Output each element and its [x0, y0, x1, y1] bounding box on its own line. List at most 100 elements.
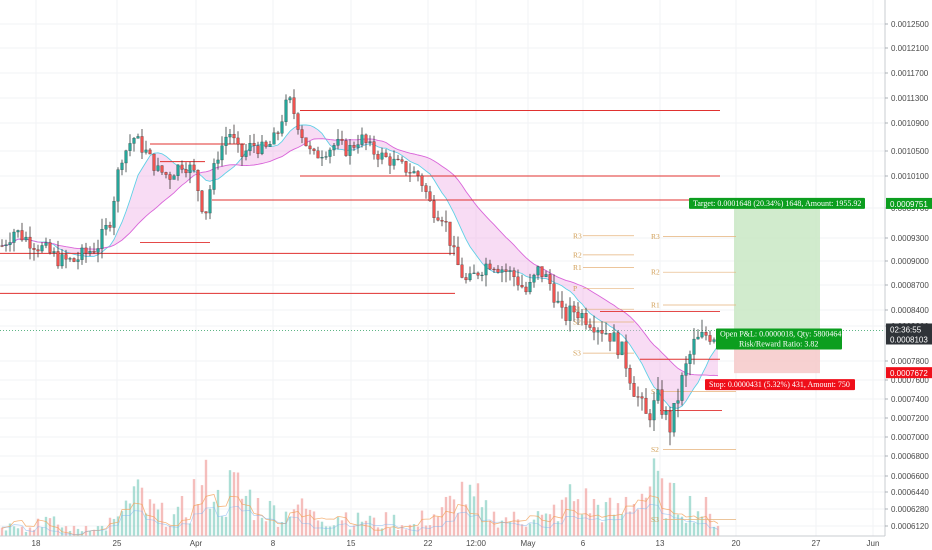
candle-body	[212, 163, 216, 190]
volume-bar	[44, 516, 48, 536]
candle-body	[312, 148, 316, 151]
volume-bar	[400, 525, 404, 536]
volume-bar	[192, 479, 196, 536]
volume-bar	[388, 528, 392, 536]
volume-bar	[276, 526, 280, 536]
volume-bar	[16, 528, 20, 536]
volume-bar	[204, 459, 208, 536]
candle-body	[648, 413, 652, 421]
volume-bar	[420, 510, 424, 536]
pivot-label: S2	[651, 445, 659, 454]
candle-body	[660, 389, 664, 415]
ma-ribbon	[1, 124, 719, 409]
candle-body	[712, 339, 716, 342]
price-tick-label: 0.0007200	[891, 414, 929, 423]
volume-bar	[368, 515, 372, 536]
candle-body	[608, 333, 612, 342]
candle-body	[80, 247, 84, 260]
volume-bar	[448, 495, 452, 536]
volume-bar	[512, 511, 516, 536]
volume-bar	[136, 479, 140, 536]
candle-body	[416, 171, 420, 176]
candle-body	[704, 332, 708, 336]
candle-body	[308, 145, 312, 150]
candle-body	[440, 220, 444, 222]
pivot-label: P	[573, 284, 577, 293]
volume-bar	[356, 512, 360, 536]
candle-body	[184, 169, 188, 174]
candle-body	[620, 341, 624, 356]
date-tick-label: Jun	[867, 539, 880, 548]
price-tick-label: 0.0010500	[891, 147, 929, 156]
volume-bar	[4, 530, 8, 536]
candle-body	[632, 383, 636, 397]
volume-bar	[164, 526, 168, 536]
price-tick-label: 0.0006440	[891, 488, 929, 497]
volume-bar	[84, 525, 88, 536]
date-tick-label: 8	[271, 539, 276, 548]
volume-bar	[444, 496, 448, 536]
candle-body	[676, 400, 680, 404]
price-tick-label: 0.0006800	[891, 452, 929, 461]
volume-bar	[156, 509, 160, 536]
candle-body	[100, 229, 104, 249]
candle-body	[520, 285, 524, 288]
candle-body	[484, 263, 488, 276]
candle-body	[504, 269, 508, 272]
candle-body	[304, 137, 308, 147]
volume-bar	[148, 499, 152, 536]
candle-body	[48, 242, 52, 253]
volume-bar	[304, 508, 308, 536]
current-time-label: 02:36:55	[890, 325, 922, 334]
volume-bar	[572, 501, 576, 536]
volume-bar	[532, 519, 536, 536]
position-annotations: Target: 0.0001648 (20.34%) 1648, Amount:…	[689, 197, 865, 391]
candle-body	[528, 282, 532, 293]
volume-bar	[516, 519, 520, 536]
candle-body	[140, 136, 144, 153]
volume-bar	[12, 526, 16, 536]
candle-body	[320, 157, 324, 159]
candle-body	[584, 313, 588, 325]
volume-bar	[636, 509, 640, 536]
volume-bar	[160, 502, 164, 536]
candle-body	[12, 231, 16, 243]
candle-body	[296, 113, 300, 130]
candle-body	[4, 244, 8, 246]
volume-bar	[196, 504, 200, 536]
candle-body	[112, 201, 116, 228]
candle-body	[200, 190, 204, 212]
candle-body	[596, 330, 600, 333]
risk-reward-label: Risk/Reward Ratio: 3.82	[739, 339, 818, 348]
candle-body	[120, 162, 124, 170]
volume-bar	[592, 498, 596, 536]
price-tick-label: 0.0006600	[891, 472, 929, 481]
volume-bar	[664, 518, 668, 536]
candle-body	[540, 266, 544, 277]
pivot-label: S1	[651, 387, 659, 396]
volume-bar	[380, 528, 384, 536]
candle-body	[252, 143, 256, 146]
candle-body	[372, 141, 376, 155]
stop-box	[705, 379, 855, 391]
price-tick-label: 0.0007400	[891, 395, 929, 404]
volume-bar	[608, 497, 612, 536]
candle-body	[52, 251, 56, 253]
candle-body	[96, 248, 100, 253]
pivot-label: S2	[573, 318, 581, 327]
current-price-tag	[886, 323, 932, 345]
volume-bar	[520, 524, 524, 536]
price-tick-label: 0.0009300	[891, 234, 929, 243]
volume-bar	[312, 511, 316, 536]
pivot-label: R2	[573, 250, 582, 259]
candle-body	[68, 258, 72, 260]
volume-bar	[100, 525, 104, 536]
volume-bar	[28, 527, 32, 536]
candle-body	[208, 189, 212, 214]
stop-price-tag	[886, 367, 932, 379]
candle-body	[588, 324, 592, 328]
candle-body	[688, 354, 692, 364]
candle-body	[524, 286, 528, 293]
